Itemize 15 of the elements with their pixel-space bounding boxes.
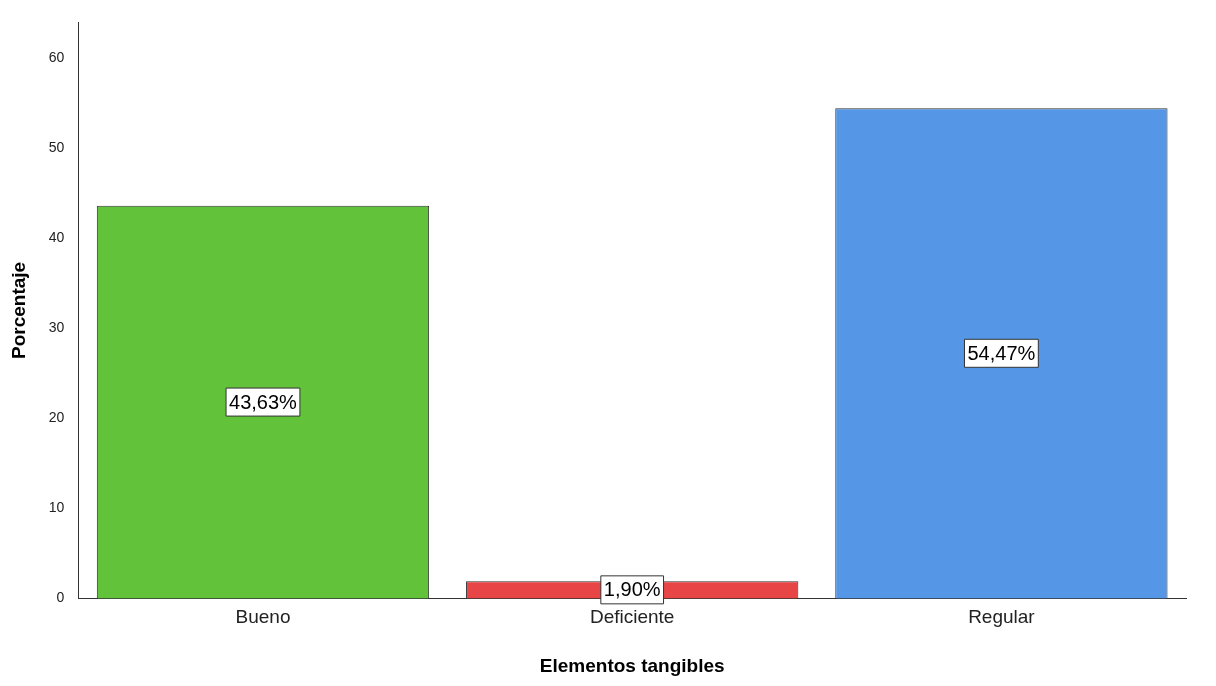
y-tick-label: 30 <box>48 319 65 336</box>
y-tick-label: 60 <box>48 49 65 66</box>
data-label: 1,90% <box>603 578 661 601</box>
y-tick-label: 10 <box>48 499 65 516</box>
x-axis-title: Elementos tangibles <box>539 654 725 676</box>
y-tick-label: 40 <box>48 229 65 246</box>
y-axis-title: Porcentaje <box>7 261 29 359</box>
y-tick-label: 20 <box>48 409 65 426</box>
x-tick-label: Deficiente <box>589 606 675 628</box>
data-label: 43,63% <box>229 390 298 413</box>
x-tick-label: Bueno <box>235 606 291 628</box>
y-tick-label: 0 <box>56 589 65 606</box>
x-tick-label: Regular <box>968 606 1036 628</box>
y-tick-label: 50 <box>48 139 65 156</box>
data-label: 54,47% <box>967 341 1036 364</box>
